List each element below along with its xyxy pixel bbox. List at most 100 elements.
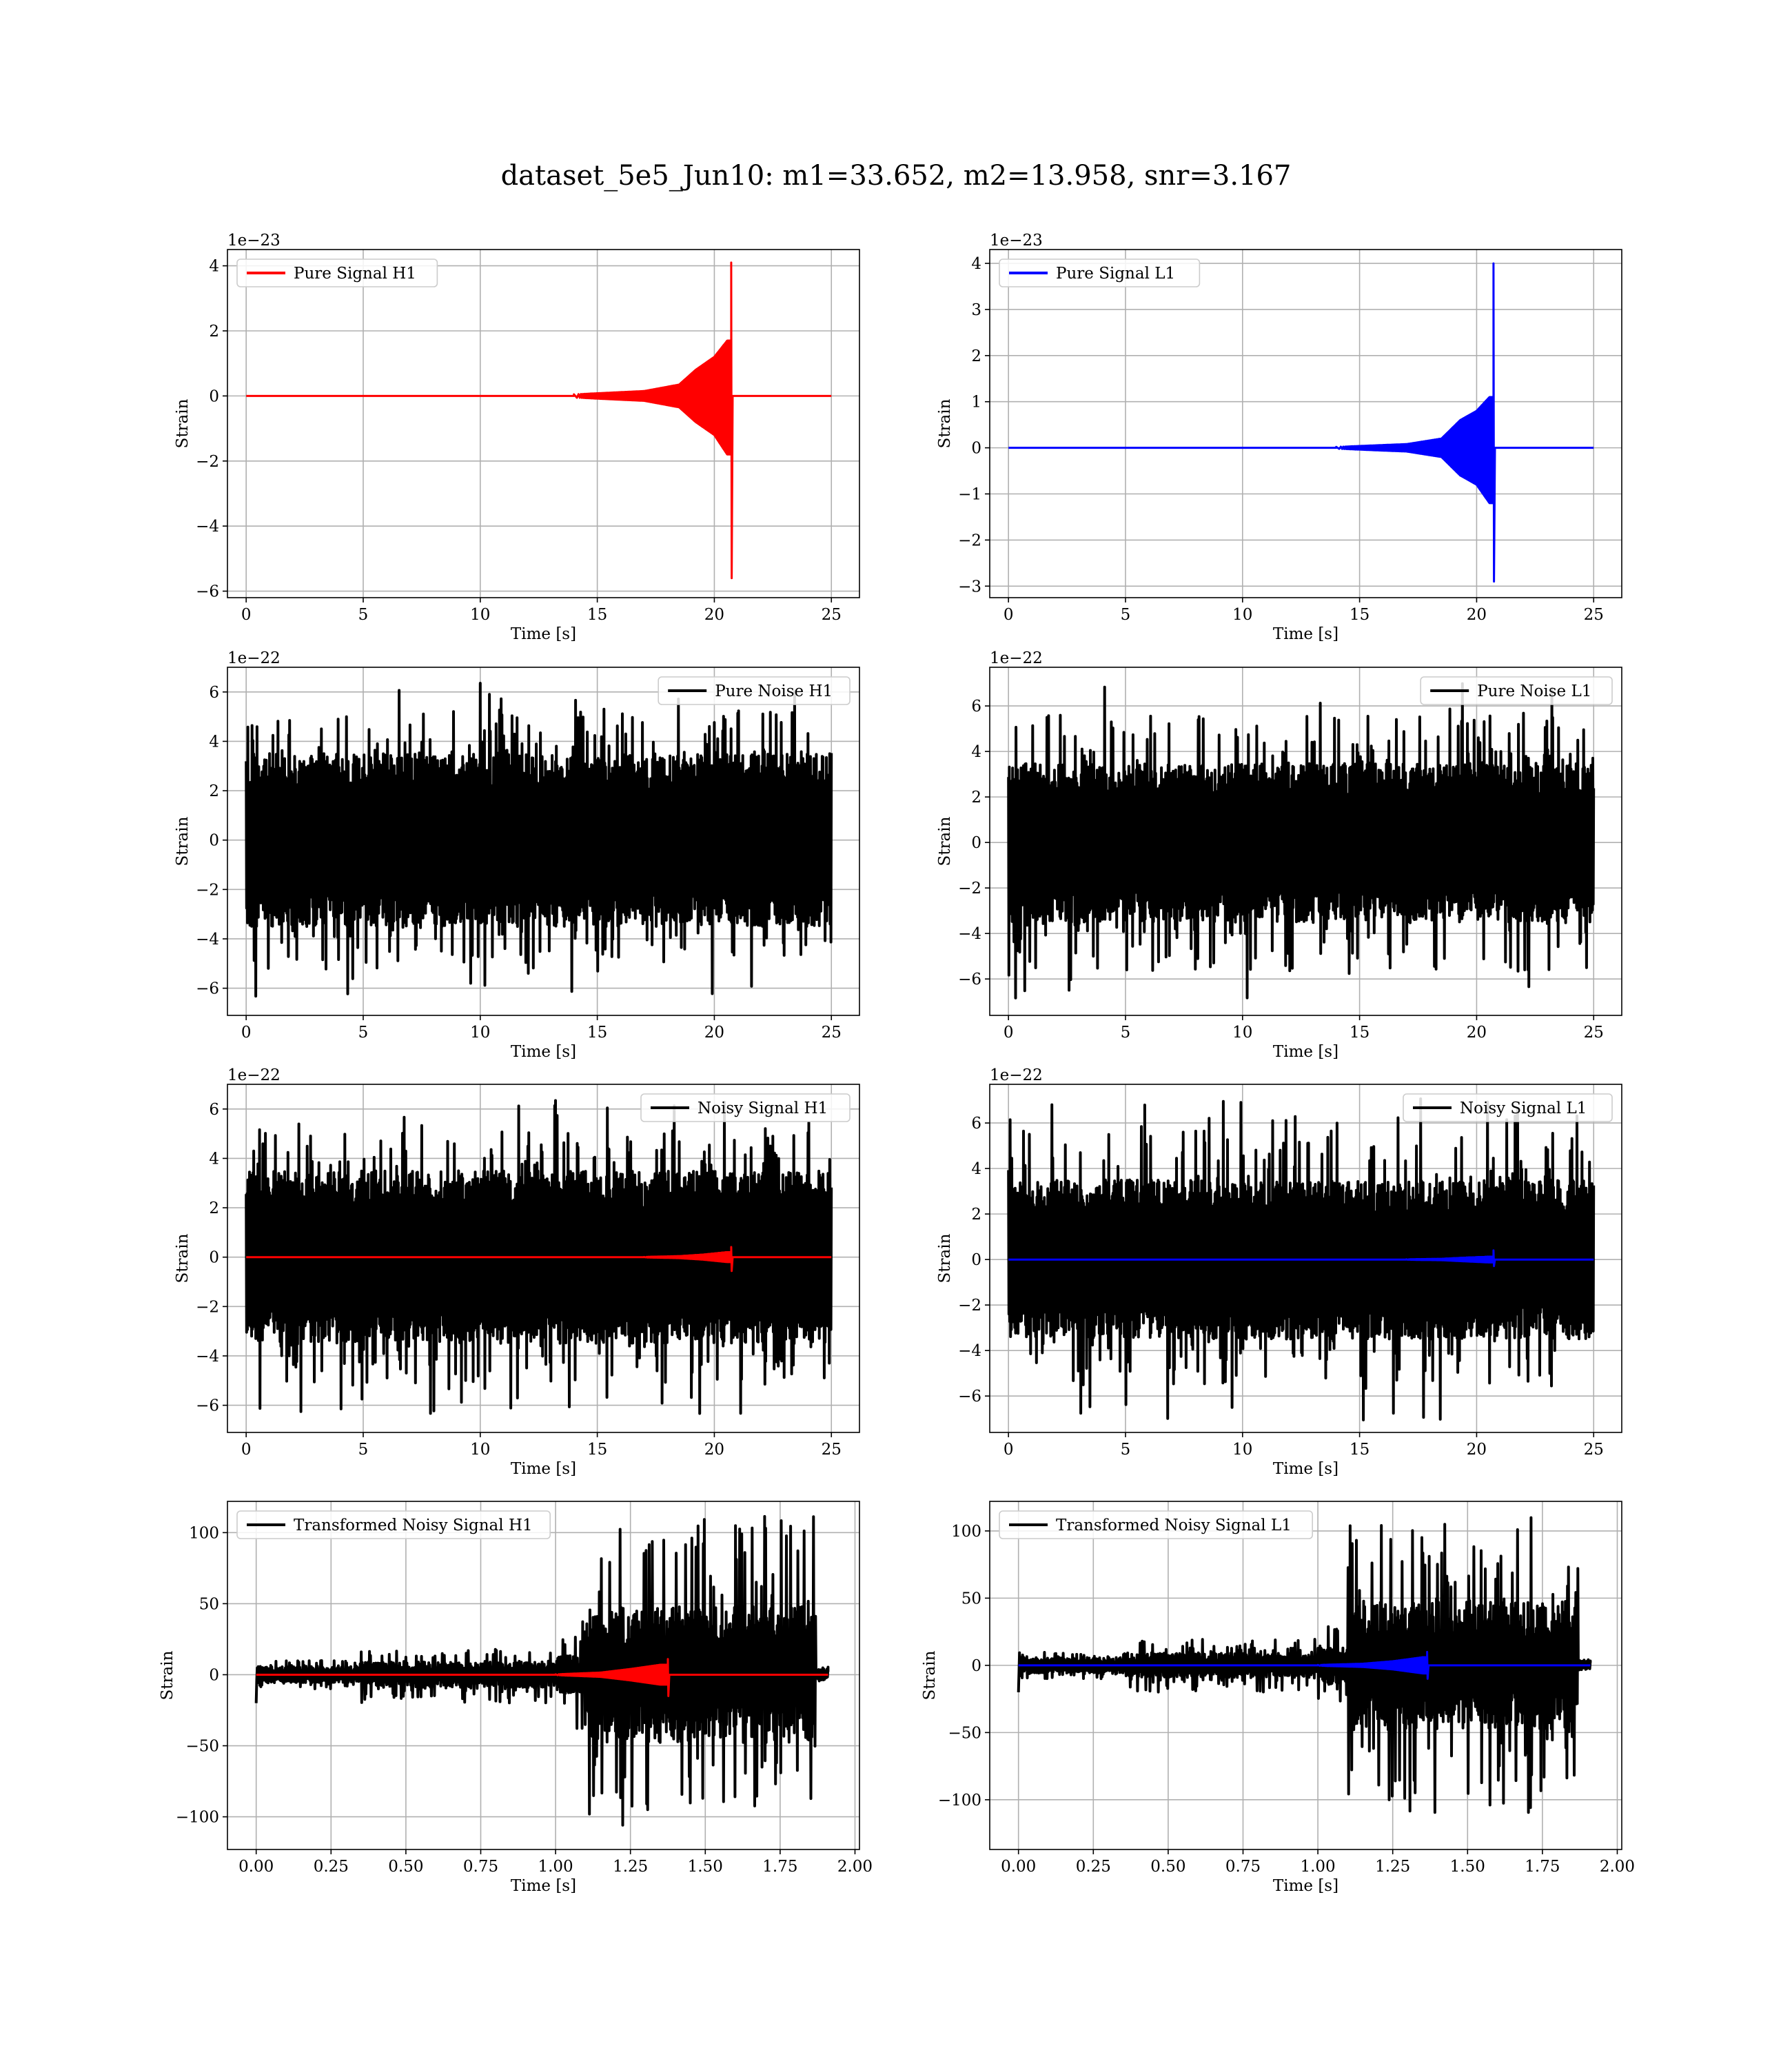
legend-label: Transformed Noisy Signal L1 (1056, 1517, 1292, 1534)
x-tick-label: 5 (358, 1441, 369, 1459)
x-tick-label: 0 (1004, 1441, 1014, 1459)
y-tick-label: −4 (196, 518, 219, 536)
series-line-overlay (1018, 1650, 1591, 1680)
x-tick-label: 1.50 (1450, 1858, 1485, 1876)
series-line-overlay (256, 1658, 828, 1697)
y-tick-label: 4 (971, 743, 981, 761)
y-tick-label: −2 (958, 880, 981, 898)
x-tick-label: 15 (1350, 606, 1370, 624)
x-tick-label: 15 (587, 1441, 607, 1459)
legend-label: Noisy Signal L1 (1460, 1099, 1587, 1117)
legend-box (658, 676, 851, 705)
y-tick-label: 2 (209, 782, 219, 800)
y-axis-label: Strain (174, 816, 192, 866)
x-tick-label: 15 (587, 1024, 607, 1042)
axis-offset-text: 1e−22 (227, 649, 281, 667)
axis-offset-text: 1e−23 (227, 232, 281, 250)
legend-box (236, 258, 438, 287)
legend-label: Noisy Signal H1 (698, 1099, 828, 1117)
x-tick-label: 0 (241, 1441, 252, 1459)
y-tick-label: −6 (196, 583, 219, 601)
x-tick-label: 0.50 (388, 1858, 423, 1876)
y-tick-label: 0 (971, 834, 981, 852)
x-tick-label: 1.25 (613, 1858, 648, 1876)
y-tick-label: −6 (958, 1388, 981, 1406)
x-tick-label: 25 (1584, 606, 1604, 624)
x-tick-label: 25 (822, 1441, 842, 1459)
y-tick-label: −50 (185, 1738, 219, 1756)
y-tick-label: 2 (209, 1199, 219, 1217)
series-line-pure-signal-h1 (246, 261, 832, 580)
x-axis-label: Time [s] (511, 1043, 576, 1061)
y-axis-label: Strain (921, 1650, 939, 1700)
y-tick-label: −6 (196, 1397, 219, 1415)
x-tick-label: 0 (241, 1024, 252, 1042)
y-tick-label: 0 (209, 1666, 219, 1684)
x-tick-label: 0 (1004, 606, 1014, 624)
y-tick-label: −4 (958, 1342, 981, 1360)
x-tick-label: 5 (1121, 1024, 1131, 1042)
y-tick-label: 6 (971, 698, 981, 716)
y-tick-label: −4 (958, 925, 981, 943)
y-tick-label: 4 (971, 1160, 981, 1178)
x-axis-label: Time [s] (511, 625, 576, 643)
x-tick-label: 1.50 (688, 1858, 723, 1876)
series-group (245, 1099, 833, 1415)
chart-panel-noisy-signal-h1: 0 5 10 15 20 25 −6 −4 −2 0 2 4 6 Time [s] Strain 1e−22 N… (174, 1066, 860, 1478)
y-tick-label: 2 (971, 789, 981, 807)
y-axis-label: Strain (159, 1650, 176, 1700)
y-tick-label: 6 (209, 684, 219, 702)
x-tick-label: 2.00 (837, 1858, 873, 1876)
x-tick-label: 0.25 (314, 1858, 349, 1876)
axis-offset-text: 1e−22 (227, 1066, 281, 1084)
legend-box (236, 1510, 551, 1539)
series-line-transformed-noisy-signal-h1 (254, 1514, 830, 1827)
y-tick-label: −2 (196, 1298, 219, 1316)
chart-panel-noisy-signal-l1: 0 5 10 15 20 25 −6 −4 −2 0 2 4 6 Time [s] Strain 1e−22 N… (936, 1066, 1622, 1478)
x-tick-label: 1.75 (762, 1858, 797, 1876)
chart-panel-transformed-l1: 0.00 0.25 0.50 0.75 1.00 1.25 1.50 1.75 2.00 −100… (921, 1501, 1635, 1895)
figure-title: dataset_5e5_Jun10: m1=33.652, m2=13.958,… (501, 160, 1292, 192)
series-group (246, 261, 832, 580)
x-axis-label: Time [s] (511, 1460, 576, 1478)
y-tick-label: −50 (948, 1724, 981, 1742)
legend-box (999, 258, 1201, 287)
y-axis-label: Strain (936, 816, 954, 866)
y-tick-label: 50 (199, 1595, 219, 1613)
x-axis-label: Time [s] (1273, 1043, 1338, 1061)
x-tick-label: 0.00 (238, 1858, 274, 1876)
y-tick-label: −100 (176, 1809, 219, 1827)
axes-frame (227, 667, 860, 1016)
y-tick-label: 100 (189, 1524, 219, 1542)
x-tick-label: 15 (1350, 1024, 1370, 1042)
chart-panel-pure-signal-l1: 0 5 10 15 20 25 −3 −2 −1 0 1 2 3 4 Time [s] Strain 1e−23… (936, 232, 1622, 643)
x-tick-label: 0 (241, 606, 252, 624)
y-tick-label: 4 (971, 255, 981, 273)
series-line-noisy-signal-h1 (245, 1099, 833, 1415)
y-tick-label: 6 (971, 1115, 981, 1133)
x-tick-label: 0.50 (1150, 1858, 1185, 1876)
series-group (1017, 1516, 1592, 1814)
x-tick-label: 0.00 (1001, 1858, 1036, 1876)
axes-frame (989, 667, 1622, 1016)
series-line-overlay (1008, 1249, 1594, 1268)
series-line-noisy-signal-l1 (1007, 1097, 1596, 1421)
legend-box (1420, 676, 1613, 705)
series-group (245, 682, 833, 998)
y-tick-label: 4 (209, 258, 219, 276)
y-tick-label: −1 (958, 486, 981, 504)
y-axis-label: Strain (174, 1233, 192, 1283)
chart-panel-pure-signal-h1: 0 5 10 15 20 25 −6 −4 −2 0 2 4 Time [s] Strain 1e−23 Pu… (174, 232, 860, 643)
x-tick-label: 25 (822, 1024, 842, 1042)
x-tick-label: 5 (358, 1024, 369, 1042)
series-line-pure-signal-l1 (1008, 262, 1594, 583)
chart-panel-pure-noise-l1: 0 5 10 15 20 25 −6 −4 −2 0 2 4 6 Time [s] Strain 1e−22 P… (936, 649, 1622, 1061)
x-tick-label: 15 (587, 606, 607, 624)
series-group (1007, 682, 1596, 1000)
y-tick-label: −6 (196, 980, 219, 998)
y-tick-label: 0 (209, 387, 219, 405)
y-tick-label: −2 (958, 531, 981, 549)
y-tick-label: −100 (938, 1792, 981, 1810)
axes-frame (227, 1501, 860, 1850)
y-tick-label: −4 (196, 1348, 219, 1366)
